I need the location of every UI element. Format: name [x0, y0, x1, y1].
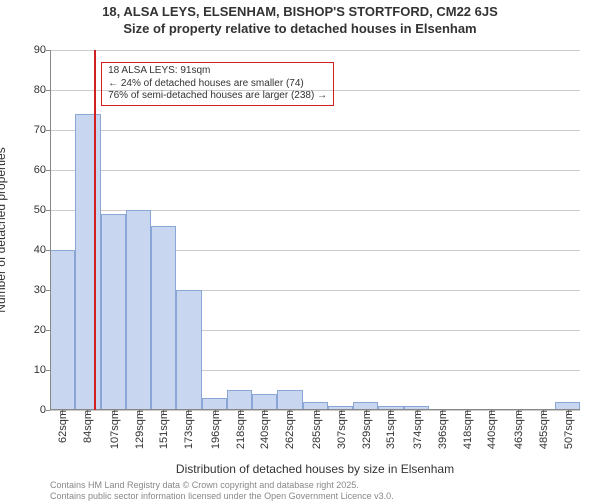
axis-line — [50, 50, 51, 410]
x-tick-label: 240sqm — [257, 410, 271, 449]
x-tick-label: 507sqm — [561, 410, 575, 449]
histogram-bar — [252, 394, 277, 410]
annotation-box: 18 ALSA LEYS: 91sqm← 24% of detached hou… — [101, 62, 334, 106]
x-tick-label: 329sqm — [359, 410, 373, 449]
x-tick-label: 107sqm — [107, 410, 121, 449]
y-tick-label: 90 — [34, 44, 50, 56]
y-tick-label: 50 — [34, 204, 50, 216]
annotation-line2: ← 24% of detached houses are smaller (74… — [108, 78, 327, 91]
x-tick-label: 396sqm — [435, 410, 449, 449]
x-tick-label: 351sqm — [383, 410, 397, 449]
property-marker-line — [94, 50, 96, 410]
plot-area: 010203040506070809062sqm84sqm107sqm129sq… — [50, 50, 580, 410]
x-tick-label: 262sqm — [282, 410, 296, 449]
y-tick-label: 0 — [40, 404, 50, 416]
y-tick-label: 60 — [34, 164, 50, 176]
histogram-bar — [101, 214, 126, 410]
y-tick-label: 20 — [34, 324, 50, 336]
x-tick-label: 84sqm — [80, 410, 94, 443]
x-tick-label: 151sqm — [156, 410, 170, 449]
gridline-y — [50, 130, 580, 131]
annotation-line1: 18 ALSA LEYS: 91sqm — [108, 65, 327, 78]
histogram-bar — [227, 390, 252, 410]
histogram-bar — [50, 250, 75, 410]
x-tick-label: 440sqm — [484, 410, 498, 449]
chart-title-line2: Size of property relative to detached ho… — [0, 21, 600, 36]
histogram-bar — [151, 226, 176, 410]
histogram-bar — [277, 390, 303, 410]
y-tick-label: 30 — [34, 284, 50, 296]
histogram-bar — [176, 290, 202, 410]
y-axis-label: Number of detached properties — [0, 147, 8, 312]
footer-line2: Contains public sector information licen… — [50, 491, 394, 502]
x-tick-label: 129sqm — [132, 410, 146, 449]
x-tick-label: 196sqm — [208, 410, 222, 449]
x-tick-label: 418sqm — [460, 410, 474, 449]
y-tick-label: 10 — [34, 364, 50, 376]
footer-line1: Contains HM Land Registry data © Crown c… — [50, 480, 394, 491]
x-tick-label: 285sqm — [309, 410, 323, 449]
gridline-y — [50, 170, 580, 171]
histogram-bar — [126, 210, 151, 410]
x-tick-label: 307sqm — [334, 410, 348, 449]
chart-title-line1: 18, ALSA LEYS, ELSENHAM, BISHOP'S STORTF… — [0, 4, 600, 19]
x-tick-label: 463sqm — [511, 410, 525, 449]
x-tick-label: 218sqm — [233, 410, 247, 449]
x-tick-label: 173sqm — [181, 410, 195, 449]
y-tick-label: 80 — [34, 84, 50, 96]
x-tick-label: 374sqm — [410, 410, 424, 449]
x-tick-label: 62sqm — [55, 410, 69, 443]
gridline-y — [50, 50, 580, 51]
histogram-bar — [75, 114, 101, 410]
annotation-line3: 76% of semi-detached houses are larger (… — [108, 90, 327, 103]
y-tick-label: 40 — [34, 244, 50, 256]
x-tick-label: 485sqm — [536, 410, 550, 449]
footer-attribution: Contains HM Land Registry data © Crown c… — [50, 480, 394, 502]
y-tick-label: 70 — [34, 124, 50, 136]
axis-line — [50, 409, 580, 410]
x-axis-label: Distribution of detached houses by size … — [50, 462, 580, 476]
